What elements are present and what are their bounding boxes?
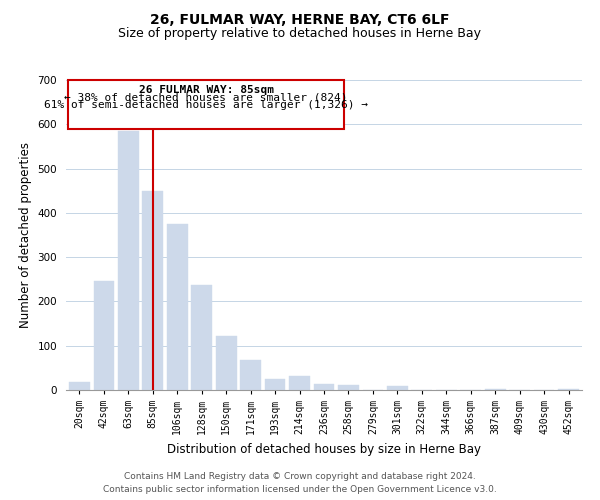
Y-axis label: Number of detached properties: Number of detached properties [19, 142, 32, 328]
Bar [142, 191, 163, 390]
Bar [558, 389, 579, 390]
Text: 26 FULMAR WAY: 85sqm: 26 FULMAR WAY: 85sqm [139, 86, 274, 96]
Text: Size of property relative to detached houses in Herne Bay: Size of property relative to detached ho… [119, 28, 482, 40]
Text: 61% of semi-detached houses are larger (1,326) →: 61% of semi-detached houses are larger (… [44, 100, 368, 110]
Bar [216, 336, 236, 390]
Bar [338, 385, 359, 390]
Bar [240, 360, 261, 390]
Bar [167, 224, 188, 390]
Bar [314, 384, 334, 390]
Bar [191, 286, 212, 390]
Text: ← 38% of detached houses are smaller (824): ← 38% of detached houses are smaller (82… [64, 93, 348, 103]
Text: 26, FULMAR WAY, HERNE BAY, CT6 6LF: 26, FULMAR WAY, HERNE BAY, CT6 6LF [150, 12, 450, 26]
Bar [118, 132, 139, 390]
Bar [289, 376, 310, 390]
Bar [68, 80, 344, 128]
Bar [485, 388, 506, 390]
Bar [69, 382, 90, 390]
Bar [265, 380, 286, 390]
Text: Contains HM Land Registry data © Crown copyright and database right 2024.
Contai: Contains HM Land Registry data © Crown c… [103, 472, 497, 494]
Bar [387, 386, 408, 390]
Bar [94, 280, 114, 390]
X-axis label: Distribution of detached houses by size in Herne Bay: Distribution of detached houses by size … [167, 442, 481, 456]
